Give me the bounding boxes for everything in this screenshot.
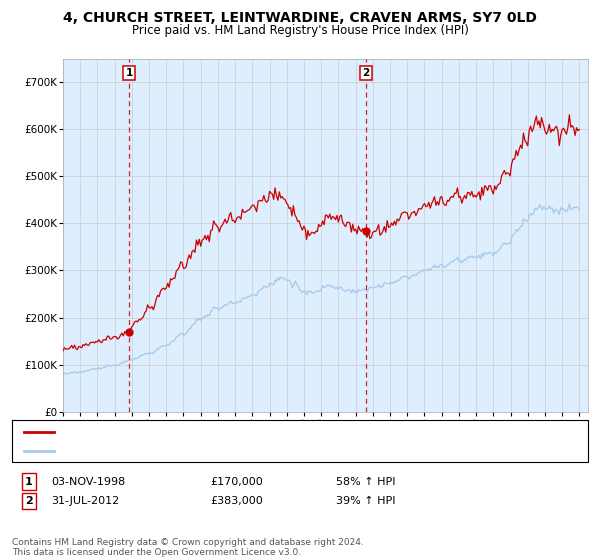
Text: 1: 1: [125, 68, 133, 78]
Text: 4, CHURCH STREET, LEINTWARDINE, CRAVEN ARMS, SY7 0LD (detached house): 4, CHURCH STREET, LEINTWARDINE, CRAVEN A…: [60, 427, 471, 437]
Text: Contains HM Land Registry data © Crown copyright and database right 2024.
This d: Contains HM Land Registry data © Crown c…: [12, 538, 364, 557]
Text: Price paid vs. HM Land Registry's House Price Index (HPI): Price paid vs. HM Land Registry's House …: [131, 24, 469, 37]
Text: £383,000: £383,000: [210, 496, 263, 506]
Text: 1: 1: [25, 477, 32, 487]
Text: £170,000: £170,000: [210, 477, 263, 487]
Text: 4, CHURCH STREET, LEINTWARDINE, CRAVEN ARMS, SY7 0LD: 4, CHURCH STREET, LEINTWARDINE, CRAVEN A…: [63, 11, 537, 25]
Text: HPI: Average price, detached house, Herefordshire: HPI: Average price, detached house, Here…: [60, 446, 324, 456]
Text: 03-NOV-1998: 03-NOV-1998: [51, 477, 125, 487]
Text: 2: 2: [25, 496, 32, 506]
Text: 2: 2: [362, 68, 369, 78]
Text: 58% ↑ HPI: 58% ↑ HPI: [336, 477, 395, 487]
Text: 39% ↑ HPI: 39% ↑ HPI: [336, 496, 395, 506]
Text: 31-JUL-2012: 31-JUL-2012: [51, 496, 119, 506]
